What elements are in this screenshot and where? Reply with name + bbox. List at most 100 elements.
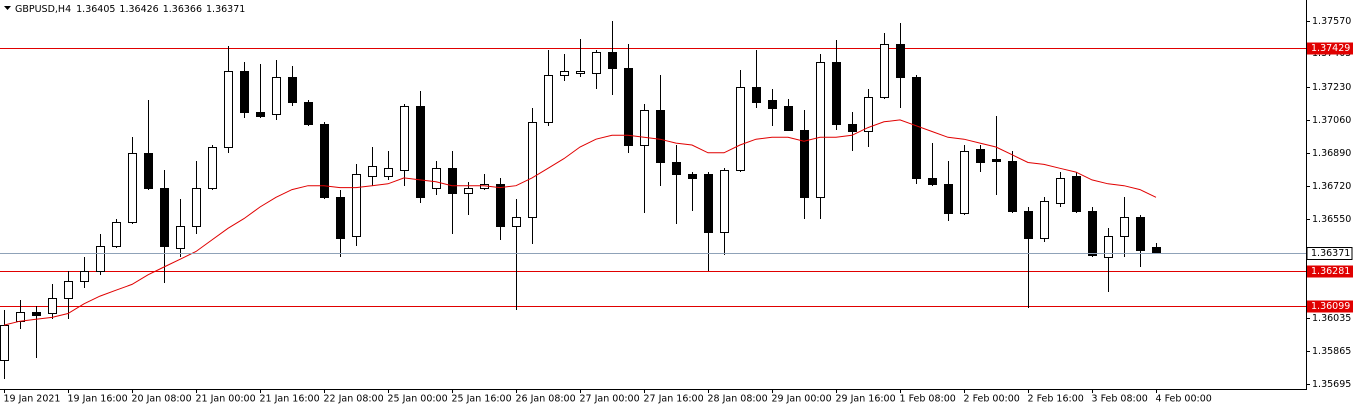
header-low: 1.36366	[163, 4, 202, 15]
candle-body	[304, 102, 313, 125]
candle-body	[720, 170, 729, 233]
level-label: 1.37429	[1311, 43, 1350, 54]
candle-body	[192, 188, 201, 227]
candle-body	[832, 62, 841, 125]
x-tick-label: 28 Jan 08:00	[708, 394, 768, 405]
candle-body	[560, 71, 569, 76]
candle-body	[976, 149, 985, 163]
candle-body	[816, 62, 825, 198]
symbol-title: GBPUSD,H4	[15, 4, 71, 15]
candle-body	[688, 174, 697, 179]
x-tick-label: 19 Jan 16:00	[68, 394, 128, 405]
x-tick-label: 26 Jan 08:00	[516, 394, 576, 405]
candle-body	[1040, 201, 1049, 239]
candle-body	[464, 188, 473, 194]
candle-body	[416, 106, 425, 198]
price-label-box	[1306, 247, 1353, 260]
candle-body	[288, 77, 297, 103]
x-tick-label: 22 Jan 08:00	[324, 394, 384, 405]
y-tick-label: 1.37570	[1312, 16, 1351, 27]
candle-body	[352, 174, 361, 237]
x-tick-label: 2 Feb 16:00	[1028, 394, 1084, 405]
candle-body	[608, 52, 617, 69]
candle-body	[208, 147, 217, 189]
x-tick-label: 27 Jan 16:00	[644, 394, 704, 405]
candle-body	[144, 153, 153, 189]
candle-body	[848, 124, 857, 132]
x-tick-label: 4 Feb 00:00	[1156, 394, 1212, 405]
candle-body	[336, 197, 345, 239]
level-label-box	[1307, 300, 1353, 313]
candle-body	[960, 151, 969, 214]
candle-body	[592, 52, 601, 74]
candle-body	[896, 44, 905, 78]
y-tick-label: 1.36550	[1312, 214, 1351, 225]
candle-body	[448, 168, 457, 194]
candle-body	[800, 130, 809, 198]
moving-average	[3, 119, 1157, 326]
candle-body	[544, 75, 553, 123]
candle-body	[992, 159, 1001, 162]
candle-body	[1120, 217, 1129, 237]
candle-body	[112, 222, 121, 247]
plot-area	[0, 21, 1306, 379]
axis-frame	[0, 0, 1307, 390]
candle-body	[912, 77, 921, 179]
candle-body	[1008, 161, 1017, 212]
header-high: 1.36426	[119, 4, 158, 15]
candle-body	[160, 188, 169, 247]
candle-body	[880, 44, 889, 98]
candle-body	[272, 77, 281, 115]
header-close: 1.36371	[206, 4, 245, 15]
chart-header: GBPUSD,H4 1.36405 1.36426 1.36366 1.36371	[15, 4, 245, 15]
candle-body	[864, 97, 873, 132]
candle-body	[64, 281, 73, 299]
candle-body	[96, 246, 105, 272]
level-label: 1.36099	[1311, 301, 1350, 312]
candle-body	[1152, 247, 1161, 254]
candle-body	[944, 184, 953, 214]
candle-body	[1072, 176, 1081, 212]
x-tick-label: 25 Jan 00:00	[388, 394, 448, 405]
x-tick-label: 2 Feb 00:00	[964, 394, 1020, 405]
candle-body	[368, 166, 377, 177]
y-tick-label: 1.35695	[1312, 379, 1351, 390]
candle-body	[16, 312, 25, 322]
y-tick-label: 1.37060	[1312, 115, 1351, 126]
y-tick-label: 1.35865	[1312, 346, 1351, 357]
candle-body	[576, 71, 585, 74]
candle-body	[240, 71, 249, 113]
menu-triangle[interactable]	[4, 6, 11, 10]
candle-body	[32, 312, 41, 316]
candle-body	[656, 110, 665, 163]
candle-body	[384, 168, 393, 177]
x-tick-label: 20 Jan 08:00	[132, 394, 192, 405]
y-tick-label: 1.37230	[1312, 82, 1351, 93]
x-tick-label: 29 Jan 16:00	[836, 394, 896, 405]
candle-body	[0, 325, 9, 361]
candle-body	[752, 87, 761, 103]
candle-body	[768, 100, 777, 109]
candle-body	[176, 226, 185, 249]
x-tick-label: 25 Jan 16:00	[452, 394, 512, 405]
candle-body	[672, 162, 681, 175]
level-label-box	[1307, 42, 1353, 55]
candle-body	[784, 106, 793, 131]
candle-body	[624, 68, 633, 146]
price-label: 1.36371	[1311, 248, 1350, 259]
candle-body	[1024, 211, 1033, 239]
candle-body	[1136, 217, 1145, 251]
x-tick-label: 19 Jan 2021	[4, 394, 61, 405]
candle-body	[256, 112, 265, 117]
x-tick-label: 21 Jan 16:00	[260, 394, 320, 405]
candle-body	[432, 168, 441, 189]
header-open: 1.36405	[76, 4, 115, 15]
candle-body	[400, 106, 409, 171]
candle-body	[512, 217, 521, 227]
x-tick-label: 27 Jan 00:00	[580, 394, 640, 405]
x-tick-label: 3 Feb 08:00	[1092, 394, 1148, 405]
candle-body	[496, 184, 505, 227]
x-tick-label: 21 Jan 00:00	[196, 394, 256, 405]
candle-body	[1056, 178, 1065, 204]
y-tick-label: 1.36890	[1312, 148, 1351, 159]
